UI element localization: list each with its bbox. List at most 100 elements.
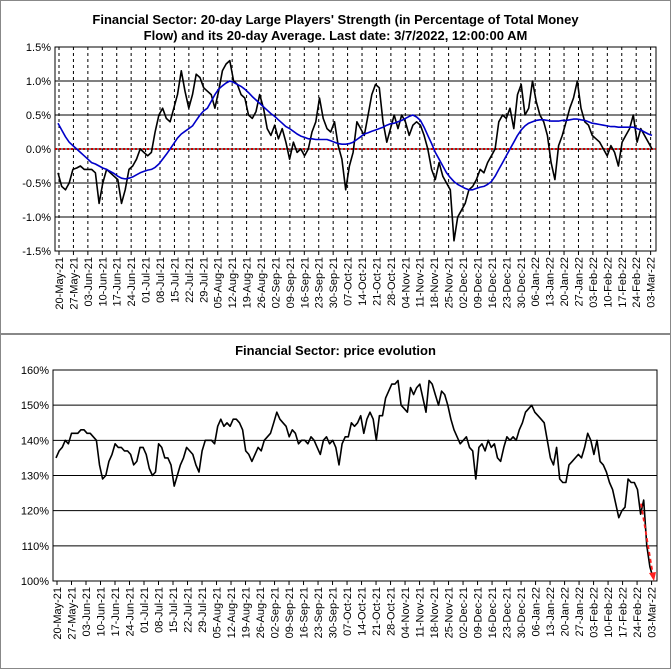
x-tick-label: 16-Dec-21 [487, 257, 499, 308]
x-tick-label: 03-Feb-22 [589, 587, 601, 638]
x-tick-label: 16-Dec-21 [487, 587, 499, 638]
x-tick-label: 02-Sep-21 [270, 587, 282, 638]
x-tick-label: 24-Feb-22 [632, 587, 644, 638]
x-tick-label: 12-Aug-21 [227, 257, 239, 308]
x-tick-label: 20-Jan-22 [560, 587, 572, 637]
x-tick-label: 09-Sep-21 [284, 587, 296, 638]
x-tick-label: 05-Aug-21 [212, 587, 224, 638]
x-tick-label: 24-Feb-22 [631, 257, 643, 308]
x-tick-label: 13-Jan-22 [545, 257, 557, 307]
x-tick-label: 15-Jul-21 [168, 587, 180, 633]
x-tick-label: 09-Dec-21 [472, 257, 484, 308]
x-tick-label: 07-Oct-21 [343, 257, 355, 306]
strength-chart-title-line1: Financial Sector: 20-day Large Players' … [92, 12, 579, 27]
x-tick-label: 08-Jul-21 [155, 257, 167, 303]
x-tick-label: 19-Aug-21 [241, 587, 253, 638]
x-tick-label: 19-Aug-21 [242, 257, 254, 308]
x-tick-label: 05-Aug-21 [213, 257, 225, 308]
x-tick-label: 02-Sep-21 [270, 257, 282, 308]
y-tick-label: 110% [22, 541, 50, 553]
y-tick-label: -1.0% [22, 212, 51, 224]
x-tick-label: 03-Mar-22 [647, 587, 659, 638]
strength-chart-svg: 1.5% 1.0% 0.5% 0.0% -0.5% -1.0% -1.5%20-May-21… [22, 42, 658, 310]
x-tick-label: 10-Jun-21 [97, 257, 109, 307]
x-tick-label: 20-Jan-22 [559, 257, 571, 307]
x-tick-label: 23-Dec-21 [501, 257, 513, 308]
strength-chart-panel: Financial Sector: 20-day Large Players' … [0, 0, 671, 334]
x-tick-label: 25-Nov-21 [444, 257, 456, 308]
x-tick-label: 18-Nov-21 [429, 587, 441, 638]
y-tick-label: 150% [21, 400, 49, 412]
y-tick-label: 160% [21, 365, 49, 377]
x-tick-label: 11-Nov-21 [415, 257, 427, 308]
x-tick-label: 07-Oct-21 [342, 587, 354, 636]
x-tick-label: 18-Nov-21 [429, 257, 441, 308]
x-tick-label: 24-Jun-21 [126, 257, 138, 307]
x-tick-label: 06-Jan-22 [531, 587, 543, 637]
x-tick-label: 04-Nov-21 [400, 587, 412, 638]
x-tick-label: 10-Feb-22 [602, 257, 614, 308]
x-tick-label: 08-Jul-21 [154, 587, 166, 633]
x-tick-label: 16-Sep-21 [299, 587, 311, 638]
x-tick-label: 15-Jul-21 [169, 257, 181, 303]
x-tick-label: 20-May-21 [54, 257, 66, 310]
x-tick-label: 28-Oct-21 [386, 587, 398, 636]
x-tick-label: 23-Sep-21 [313, 587, 325, 638]
y-tick-label: -1.5% [22, 246, 51, 258]
x-tick-label: 27-Jan-22 [574, 587, 586, 637]
trend-arrow-shaft [640, 503, 654, 576]
x-tick-label: 21-Oct-21 [371, 587, 383, 636]
x-tick-label: 14-Oct-21 [357, 587, 369, 636]
x-tick-label: 26-Aug-21 [255, 587, 267, 638]
y-tick-label: 1.0% [26, 76, 51, 88]
y-tick-label: 100% [21, 576, 49, 588]
x-tick-label: 27-May-21 [67, 587, 79, 640]
x-tick-label: 28-Oct-21 [386, 257, 398, 306]
strength-chart-title-line2: Flow) and its 20-day Average. Last date:… [143, 28, 528, 43]
trend-arrow-head [649, 572, 656, 581]
x-tick-label: 17-Feb-22 [618, 587, 630, 638]
x-tick-label: 13-Jan-22 [545, 587, 557, 637]
x-tick-label: 22-Jul-21 [184, 257, 196, 303]
x-tick-label: 23-Dec-21 [502, 587, 514, 638]
series-line-1 [57, 80, 653, 191]
x-tick-label: 11-Nov-21 [415, 587, 427, 638]
x-tick-label: 29-Jul-21 [198, 257, 210, 303]
y-tick-label: 0.5% [26, 110, 51, 122]
x-tick-label: 17-Feb-22 [617, 257, 629, 308]
x-tick-label: 02-Dec-21 [458, 587, 470, 638]
x-tick-label: 01-Jul-21 [139, 587, 151, 633]
x-tick-label: 09-Dec-21 [473, 587, 485, 638]
x-tick-label: 16-Sep-21 [299, 257, 311, 308]
x-tick-label: 21-Oct-21 [371, 257, 383, 306]
x-tick-label: 20-May-21 [52, 587, 64, 640]
x-tick-label: 09-Sep-21 [285, 257, 297, 308]
x-tick-label: 04-Nov-21 [400, 257, 412, 308]
y-tick-label: 140% [21, 435, 49, 447]
x-tick-label: 27-May-21 [68, 257, 80, 310]
y-tick-label: 120% [21, 506, 49, 518]
x-tick-label: 30-Dec-21 [516, 587, 528, 638]
x-tick-label: 23-Sep-21 [314, 257, 326, 308]
x-tick-label: 26-Aug-21 [256, 257, 268, 308]
price-chart-title: Financial Sector: price evolution [235, 343, 436, 358]
x-tick-label: 30-Sep-21 [328, 257, 340, 308]
x-tick-label: 06-Jan-22 [530, 257, 542, 307]
x-tick-label: 30-Dec-21 [516, 257, 528, 308]
x-tick-label: 02-Dec-21 [458, 257, 470, 308]
y-tick-label: 130% [21, 471, 49, 483]
y-tick-label: 1.5% [26, 42, 51, 54]
x-tick-label: 27-Jan-22 [573, 257, 585, 307]
x-tick-label: 03-Jun-21 [81, 587, 93, 637]
x-tick-label: 22-Jul-21 [183, 587, 195, 633]
x-tick-label: 25-Nov-21 [444, 587, 456, 638]
x-tick-label: 10-Jun-21 [96, 587, 108, 637]
x-tick-label: 14-Oct-21 [357, 257, 369, 306]
y-tick-label: 0.0% [26, 144, 51, 156]
x-tick-label: 12-Aug-21 [226, 587, 238, 638]
x-tick-label: 03-Mar-22 [646, 257, 658, 308]
x-tick-label: 03-Feb-22 [588, 257, 600, 308]
x-tick-label: 17-Jun-21 [110, 587, 122, 637]
price-chart-svg: 160%150%140%130%120%110%100%20-May-21 27-… [21, 365, 659, 640]
y-tick-label: -0.5% [22, 178, 51, 190]
